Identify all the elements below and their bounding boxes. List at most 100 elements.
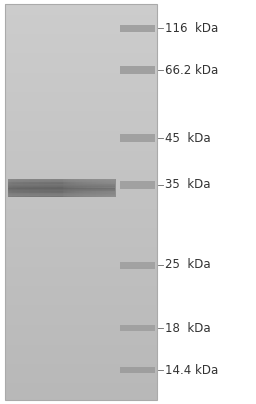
Bar (5, 261, 157, 263)
Bar (5, 252, 157, 254)
Bar (5, 97, 157, 98)
Bar (5, 15, 157, 17)
Bar (61, 179, 63, 197)
Bar (5, 383, 157, 385)
Bar (5, 338, 157, 340)
Bar (5, 372, 157, 374)
Bar (5, 375, 157, 377)
Bar (5, 69, 157, 71)
Bar (5, 33, 157, 35)
Bar (5, 48, 157, 49)
Bar (5, 100, 157, 102)
Bar (84, 179, 86, 197)
Bar (5, 199, 157, 201)
Bar (5, 98, 157, 99)
Bar (5, 185, 157, 187)
Bar (5, 198, 157, 200)
Bar (5, 273, 157, 275)
Bar (8, 183, 115, 184)
Text: 116  kDa: 116 kDa (165, 21, 218, 34)
Bar (5, 87, 157, 89)
Bar (5, 122, 157, 123)
Bar (5, 190, 157, 192)
Bar (16, 179, 18, 197)
Bar (5, 17, 157, 19)
Bar (5, 313, 157, 315)
Bar (120, 325, 155, 331)
Bar (5, 107, 157, 109)
Bar (5, 311, 157, 314)
Bar (5, 322, 157, 324)
Bar (5, 381, 157, 383)
Bar (5, 114, 157, 116)
Bar (8, 182, 115, 183)
Bar (91, 179, 93, 197)
Bar (5, 172, 157, 173)
Bar (103, 179, 105, 197)
Bar (5, 82, 157, 84)
Bar (5, 5, 157, 7)
Bar (5, 275, 157, 276)
Bar (5, 335, 157, 337)
Bar (5, 321, 157, 323)
Bar (5, 72, 157, 73)
Bar (99, 179, 101, 197)
Bar (5, 196, 157, 197)
Bar (5, 65, 157, 67)
Bar (44, 179, 46, 197)
Bar (5, 217, 157, 218)
Bar (112, 179, 114, 197)
Bar (5, 380, 157, 382)
Bar (102, 179, 103, 197)
Bar (8, 190, 115, 191)
Bar (5, 63, 157, 65)
Bar (79, 179, 81, 197)
Bar (5, 182, 157, 184)
Bar (5, 28, 157, 29)
Bar (87, 179, 89, 197)
Bar (96, 179, 98, 197)
Bar (5, 136, 157, 138)
Bar (5, 66, 157, 68)
Bar (5, 385, 157, 387)
Bar (5, 215, 157, 217)
Bar (5, 324, 157, 325)
Bar (5, 253, 157, 255)
Bar (8, 190, 115, 191)
Bar (5, 128, 157, 130)
Bar (5, 141, 157, 143)
Bar (5, 197, 157, 198)
Bar (5, 4, 157, 400)
Bar (5, 255, 157, 257)
Bar (5, 147, 157, 148)
Bar (5, 54, 157, 56)
Bar (5, 337, 157, 339)
Bar (5, 158, 157, 160)
Text: 14.4 kDa: 14.4 kDa (165, 364, 218, 377)
Bar (5, 75, 157, 77)
Bar (120, 66, 155, 74)
Bar (27, 179, 29, 197)
Bar (56, 179, 58, 197)
Bar (8, 189, 115, 190)
Bar (11, 179, 13, 197)
Bar (23, 179, 25, 197)
Bar (5, 219, 157, 221)
Bar (5, 295, 157, 296)
Bar (78, 179, 79, 197)
Bar (5, 118, 157, 119)
Bar (120, 134, 155, 142)
Bar (5, 169, 157, 171)
Bar (8, 180, 115, 181)
Text: 66.2 kDa: 66.2 kDa (165, 63, 218, 76)
Bar (8, 185, 115, 186)
Bar (39, 179, 41, 197)
Bar (5, 120, 157, 122)
Bar (5, 79, 157, 81)
Bar (92, 179, 94, 197)
Bar (108, 179, 110, 197)
Bar (37, 179, 39, 197)
Bar (5, 300, 157, 301)
Bar (5, 78, 157, 80)
Bar (5, 186, 157, 188)
